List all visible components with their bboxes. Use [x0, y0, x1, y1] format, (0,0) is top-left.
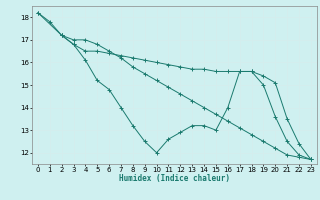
X-axis label: Humidex (Indice chaleur): Humidex (Indice chaleur): [119, 174, 230, 183]
